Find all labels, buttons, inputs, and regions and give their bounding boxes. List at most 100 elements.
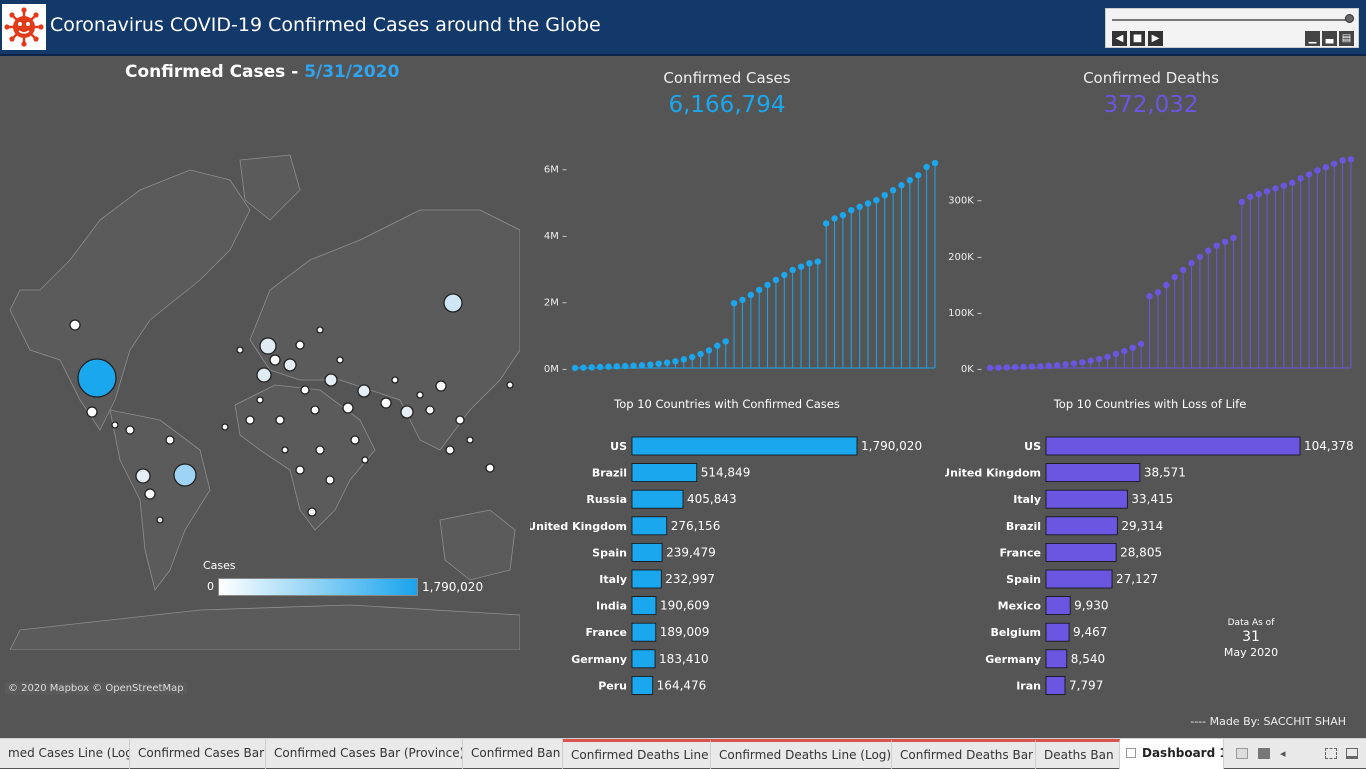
date-slider-handle[interactable] [1345,14,1354,23]
deaths-line-point[interactable] [1322,163,1330,171]
tab-cases-bar[interactable]: Confirmed Cases Bar [130,739,266,769]
country-bubble[interactable] [275,415,285,425]
cases-line-point[interactable] [822,220,830,227]
cases-line-point[interactable] [772,276,780,284]
cases-lollipop-chart[interactable]: 0M – 2M – 4M – 6M – [530,130,950,380]
cases-bar-bar[interactable] [631,596,657,616]
deaths-bar-bar[interactable] [1045,516,1118,536]
deaths-line-point[interactable] [1289,179,1296,187]
date-slider-track[interactable] [1112,19,1350,21]
tab-deaths-line-log[interactable]: Confirmed Deaths Line (Log) [711,739,892,769]
cases-line-point[interactable] [747,291,755,299]
deaths-line-point[interactable] [1263,188,1271,195]
cases-line-point[interactable] [881,192,888,199]
cases-bar-bar[interactable] [631,543,663,562]
country-bubble[interactable] [111,421,119,429]
cases-line-point[interactable] [873,196,880,204]
deaths-line-point[interactable] [1003,364,1010,371]
cases-line-point[interactable] [797,263,805,270]
cases-line-point[interactable] [655,360,662,367]
cases-line-point[interactable] [864,200,872,207]
new-sheet-icon[interactable] [1236,748,1248,759]
country-bubble[interactable] [435,380,447,392]
deaths-bar-bar[interactable] [1045,569,1113,589]
cases-line-point[interactable] [605,363,612,370]
country-bubble[interactable] [256,396,264,404]
cases-line-point[interactable] [647,361,654,368]
country-bubble[interactable] [400,405,414,419]
step-back-icon[interactable]: ◀ [1112,31,1127,46]
scroll-left-icon[interactable]: ◂ [1280,747,1286,760]
deaths-line-point[interactable] [1079,359,1086,366]
country-bubble[interactable] [144,488,156,500]
case-bubbles[interactable] [69,293,514,524]
deaths-bar-bar[interactable] [1045,596,1071,616]
country-bubble[interactable] [485,463,495,473]
deaths-line-point[interactable] [1280,182,1288,189]
country-bubble[interactable] [350,435,360,445]
tab-dashboard-1[interactable]: Dashboard 1 [1120,739,1224,769]
country-bubble[interactable] [325,475,335,485]
deaths-line-point[interactable] [1347,156,1355,163]
country-bubble[interactable] [236,346,244,354]
deaths-line-point[interactable] [1305,171,1313,178]
country-bubble[interactable] [221,423,229,431]
cases-line-point[interactable] [613,363,621,370]
deaths-line-point[interactable] [1137,340,1145,348]
cases-line-point[interactable] [931,159,939,167]
cases-bar-bar[interactable] [631,489,684,509]
top-cases-bar-chart[interactable]: US 1,790,020 Brazil 514,849 Russia 405,843 Uni… [530,432,950,702]
deaths-line-point[interactable] [1045,362,1052,369]
deaths-line-point[interactable] [995,364,1002,371]
country-bubble[interactable] [259,337,277,355]
cases-line-point[interactable] [722,338,729,345]
country-bubble[interactable] [295,465,305,475]
deaths-line-point[interactable] [1053,361,1061,369]
cases-line-point[interactable] [898,182,905,189]
deaths-line-point[interactable] [1297,175,1304,182]
tab-cases-line-log[interactable]: med Cases Line (Log) [0,739,130,769]
country-bubble[interactable] [125,425,135,435]
world-map[interactable] [0,150,520,650]
deaths-line-point[interactable] [1020,363,1027,371]
deaths-line-point[interactable] [1171,273,1178,281]
presentation-icon[interactable] [1346,748,1358,759]
cases-line-point[interactable] [689,353,696,361]
cases-line-point[interactable] [755,286,763,294]
speed-medium-icon[interactable]: ▃ [1322,31,1337,46]
cases-line-point[interactable] [638,362,646,369]
country-bubble[interactable] [307,507,317,517]
play-icon[interactable]: ▶ [1148,31,1163,46]
country-bubble[interactable] [281,446,289,454]
country-bubble[interactable] [173,463,197,487]
stop-icon[interactable]: ■ [1130,31,1145,46]
tab-deaths-line[interactable]: Confirmed Deaths Line [563,739,711,769]
country-bubble[interactable] [391,376,399,384]
deaths-line-point[interactable] [1011,363,1019,371]
fullscreen-icon[interactable] [1325,748,1337,759]
cases-line-point[interactable] [806,260,813,267]
cases-bar-bar[interactable] [631,436,858,456]
date-playback-control[interactable]: ◀ ■ ▶ ▁ ▃ ▤ [1105,8,1359,48]
country-bubble[interactable] [361,456,369,464]
cases-line-point[interactable] [663,359,671,366]
cases-line-point[interactable] [831,215,838,222]
country-bubble[interactable] [77,358,117,398]
deaths-line-point[interactable] [1154,289,1162,296]
deaths-line-point[interactable] [1095,355,1103,363]
country-bubble[interactable] [269,354,281,366]
country-bubble[interactable] [310,405,320,415]
deaths-line-point[interactable] [1213,242,1220,249]
cases-bar-bar[interactable] [631,649,656,669]
cases-line-point[interactable] [672,358,679,365]
cases-line-point[interactable] [580,364,587,371]
cases-line-point[interactable] [889,187,897,194]
cases-line-point[interactable] [739,296,746,304]
deaths-line-point[interactable] [1112,350,1120,358]
country-bubble[interactable] [324,373,338,387]
deaths-line-point[interactable] [1230,234,1237,242]
tab-deaths-bar[interactable]: Confirmed Deaths Bar [892,739,1036,769]
deaths-bar-bar[interactable] [1045,463,1141,483]
cases-line-point[interactable] [906,177,914,184]
cases-line-point[interactable] [923,163,930,171]
